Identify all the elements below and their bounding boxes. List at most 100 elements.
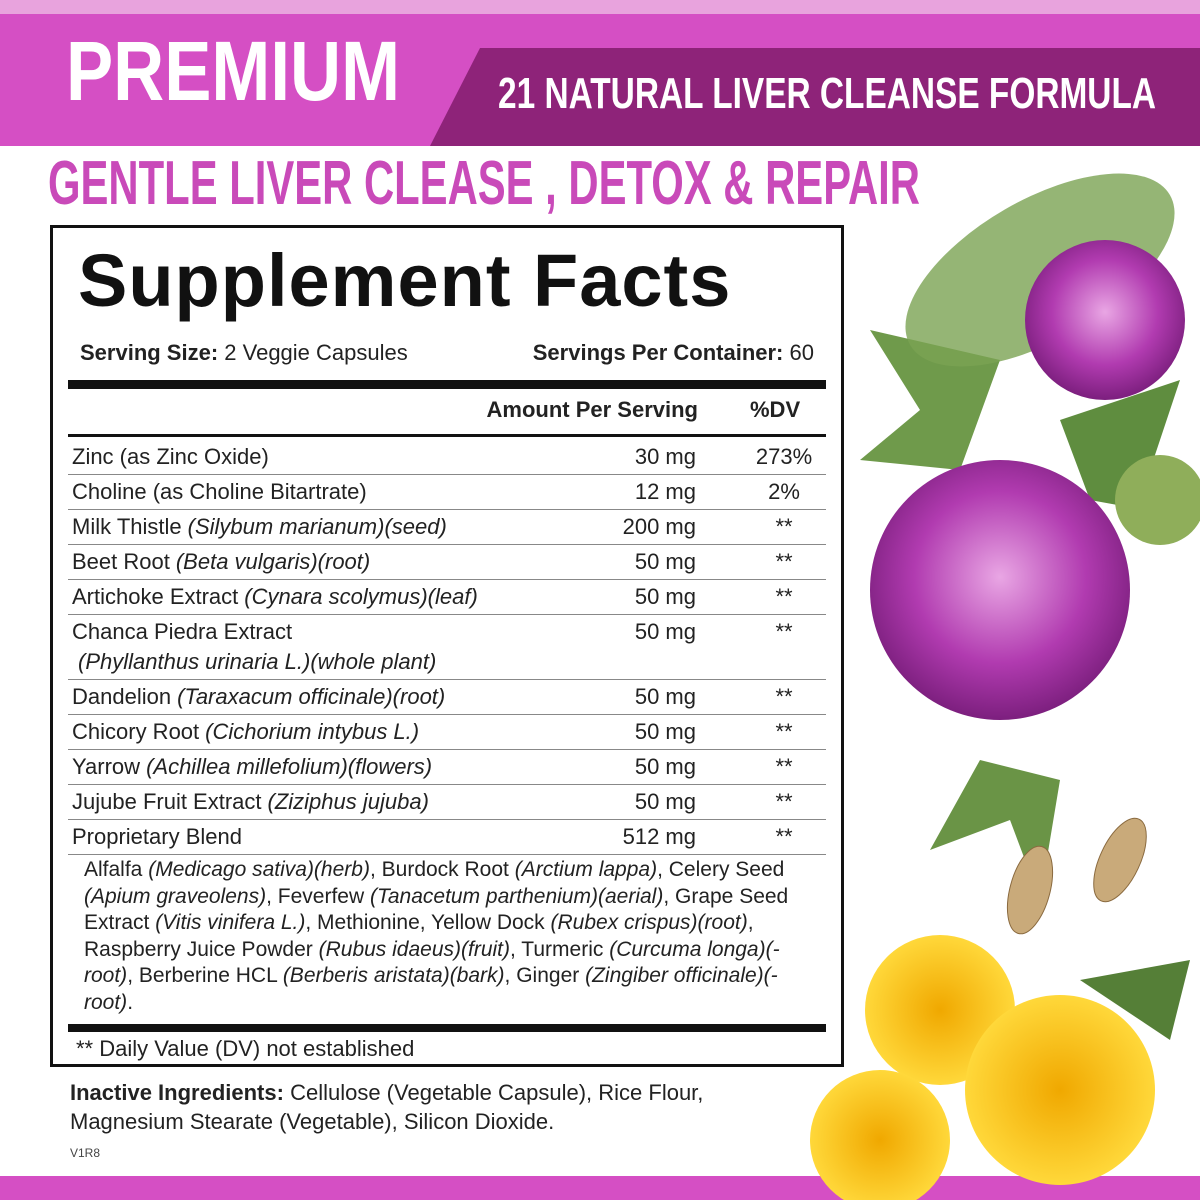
blend-text: , Grape Seed Extract	[84, 884, 789, 935]
daily-value: **	[775, 824, 793, 849]
ingredient: Zinc (as Zinc Oxide)	[72, 442, 612, 472]
blend-text: , Ginger	[504, 964, 586, 987]
ingredient-name: Proprietary Blend	[72, 824, 242, 849]
ingredient-latin: (Cichorium intybus L.)	[205, 719, 420, 744]
ingredient: Milk Thistle (Silybum marianum)(seed)	[72, 512, 612, 542]
row: Milk Thistle (Silybum marianum)(seed) 200 …	[68, 510, 826, 545]
ingredient-latin: (Achillea millefolium)(flowers)	[146, 754, 433, 779]
ingredient-name: Choline (as Choline Bitartrate)	[72, 479, 367, 504]
servings-label: Servings Per Container:	[532, 340, 784, 365]
ingredient: Jujube Fruit Extract (Ziziphus jujuba)	[72, 787, 612, 817]
row: Zinc (as Zinc Oxide) 30 mg 273%	[68, 440, 826, 475]
amount-header: Amount Per Serving	[486, 397, 698, 422]
badge: PREMIUM	[66, 24, 400, 118]
rule	[68, 434, 826, 437]
amount: 12 mg	[634, 479, 696, 504]
daily-value: **	[775, 754, 793, 779]
rule	[68, 380, 826, 389]
blend: Alfalfa (Medicago sativa)(herb), Burdock…	[84, 857, 826, 1016]
amount: 50 mg	[634, 684, 696, 709]
blend-text: Alfalfa	[84, 858, 149, 881]
row: Proprietary Blend 512 mg **	[68, 820, 826, 855]
daily-value: **	[775, 549, 793, 574]
blend-text: (Tanacetum parthenium)(aerial)	[369, 884, 664, 908]
blend-text: (Apium graveolens)	[84, 884, 267, 908]
amount: 50 mg	[634, 719, 696, 744]
facts-box	[50, 225, 844, 1067]
row: Dandelion (Taraxacum officinale)(root) 50 …	[68, 680, 826, 715]
code: V1R8	[70, 1146, 101, 1160]
inactive-text: Cellulose (Vegetable Capsule), Rice Flou…	[70, 1080, 704, 1134]
daily-value: **	[775, 584, 793, 609]
ingredient: Proprietary Blend	[72, 822, 612, 852]
ingredient-name: Dandelion	[72, 684, 172, 709]
footnote: ** Daily Value (DV) not established	[76, 1036, 415, 1061]
ingredient: Chicory Root (Cichorium intybus L.)	[72, 717, 612, 747]
blend-text: , Burdock Root	[369, 858, 515, 881]
ingredient-name: Beet Root	[72, 549, 170, 574]
ingredient: Artichoke Extract (Cynara scolymus)(leaf)	[72, 582, 612, 612]
daily-value: 2%	[768, 479, 800, 504]
row: Yarrow (Achillea millefolium)(flowers) 50 …	[68, 750, 826, 785]
blend-text: , Celery Seed	[657, 858, 785, 881]
blend-text: , Berberine HCL	[127, 964, 283, 987]
blend-text: (Berberis aristata)(bark)	[282, 964, 505, 987]
facts-title: Supplement Facts	[78, 239, 732, 322]
amount: 50 mg	[634, 584, 696, 609]
rule	[68, 1024, 826, 1032]
blend-text: (Zingiber officinale)(-root)	[84, 964, 778, 1014]
amount: 50 mg	[634, 789, 696, 814]
ingredient-name: Jujube Fruit Extract	[72, 789, 262, 814]
row: Chanca Piedra Extract (Phyllanthus urinar…	[68, 615, 826, 680]
amount: 50 mg	[634, 619, 696, 644]
blend-text: , Methionine, Yellow Dock	[305, 911, 551, 934]
blend-text: (Arctium lappa)	[514, 858, 658, 881]
ingredient-latin: (Silybum marianum)(seed)	[187, 514, 447, 539]
inactive-label: Inactive Ingredients:	[70, 1080, 284, 1105]
blend-text: (Rubus idaeus)(fruit)	[318, 937, 511, 961]
amount: 50 mg	[634, 549, 696, 574]
ingredient-latin: (Ziziphus jujuba)	[267, 789, 429, 814]
ingredient-latin: (Cynara scolymus)(leaf)	[244, 584, 478, 609]
daily-value: **	[775, 514, 793, 539]
ingredient: Choline (as Choline Bitartrate)	[72, 477, 612, 507]
blend-text: , Raspberry Juice Powder	[84, 911, 754, 961]
banner: 21 NATURAL LIVER CLEANSE FORMULA	[498, 69, 1156, 118]
serving-size-value: 2 Veggie Capsules	[224, 340, 408, 365]
ingredient: Chanca Piedra Extract (Phyllanthus urinar…	[72, 617, 612, 677]
blend-text: , Feverfew	[266, 884, 370, 908]
blend-text: (Medicago sativa)(herb)	[148, 858, 370, 881]
ingredient-name: Artichoke Extract	[72, 584, 239, 609]
blend-text: (Curcuma longa)(-root)	[84, 937, 780, 988]
ingredient: Beet Root (Beta vulgaris)(root)	[72, 547, 612, 577]
amount: 200 mg	[622, 514, 696, 539]
amount: 30 mg	[634, 444, 696, 469]
row: Jujube Fruit Extract (Ziziphus jujuba) 50 …	[68, 785, 826, 820]
servings-value: 60	[789, 340, 814, 365]
ingredient-name: Chanca Piedra Extract	[72, 619, 293, 644]
daily-value: **	[775, 789, 793, 814]
row: Beet Root (Beta vulgaris)(root) 50 mg **	[68, 545, 826, 580]
ingredient-latin: (Beta vulgaris)(root)	[175, 549, 371, 574]
ingredient: Dandelion (Taraxacum officinale)(root)	[72, 682, 612, 712]
blend-text: .	[127, 990, 134, 1014]
row: Choline (as Choline Bitartrate) 12 mg 2%	[68, 475, 826, 510]
ingredient-name: Chicory Root	[72, 719, 200, 744]
ingredient-latin: (Phyllanthus urinaria L.)(whole plant)	[78, 649, 437, 674]
daily-value: **	[775, 719, 793, 744]
dv-header: %DV	[750, 397, 801, 422]
plant	[810, 173, 1200, 1200]
row: Artichoke Extract (Cynara scolymus)(leaf)…	[68, 580, 826, 615]
row: Chicory Root (Cichorium intybus L.) 50 mg *…	[68, 715, 826, 750]
serving-size: Serving Size: 2 Veggie Capsules	[80, 340, 408, 366]
daily-value: **	[775, 684, 793, 709]
blend-text: , Turmeric	[510, 937, 610, 961]
inactive: Inactive Ingredients: Cellulose (Vegetab…	[70, 1078, 790, 1136]
servings: Servings Per Container: 60	[533, 340, 814, 366]
ingredient-latin: (Taraxacum officinale)(root)	[177, 684, 446, 709]
ingredient-name: Yarrow	[72, 754, 141, 779]
daily-value: 273%	[755, 444, 813, 469]
ingredient-name: Milk Thistle	[72, 514, 182, 539]
